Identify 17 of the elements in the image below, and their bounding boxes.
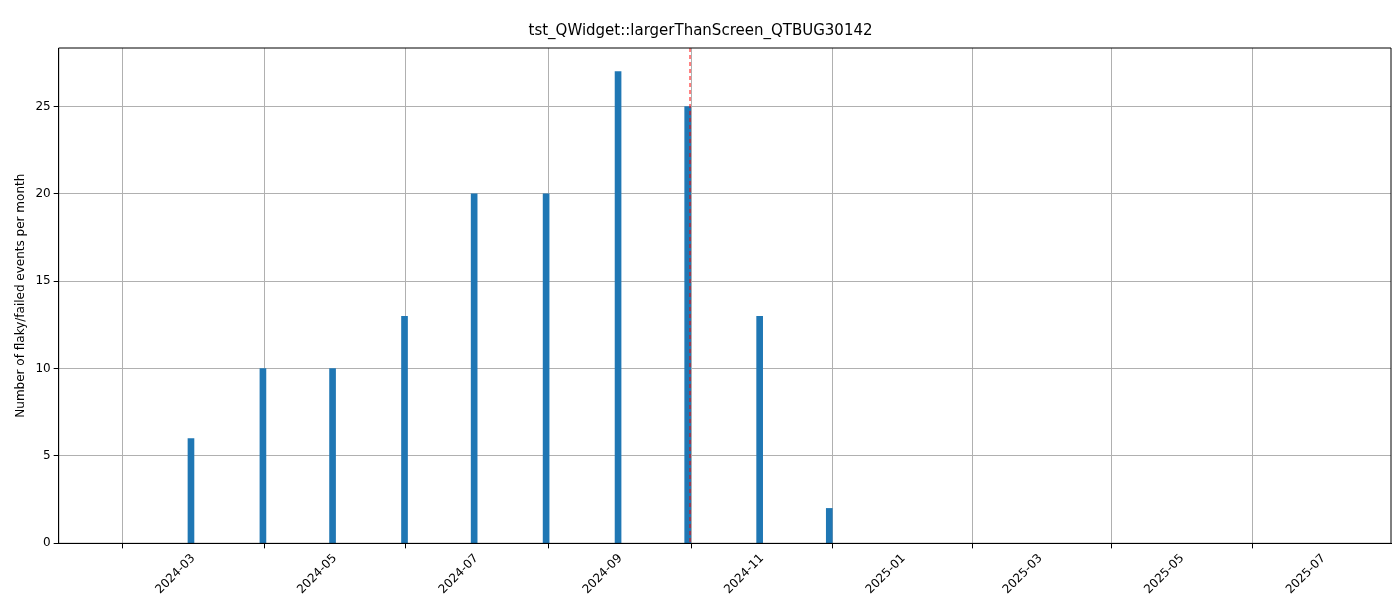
y-tick-label: 0 [43, 535, 51, 550]
bar [756, 315, 763, 544]
y-axis-title: Number of flaky/failed events per month [13, 173, 28, 418]
y-tick-label: 25 [35, 98, 51, 113]
bar [614, 71, 622, 544]
chart-title: tst_QWidget::largerThanScreen_QTBUG30142 [528, 20, 873, 40]
y-tick-label: 10 [35, 360, 51, 375]
bar [825, 508, 833, 544]
bar [187, 438, 195, 544]
bar [401, 315, 408, 544]
bar [542, 193, 550, 544]
bar [329, 368, 336, 544]
y-tick-label: 15 [35, 273, 51, 288]
bar [470, 193, 478, 544]
y-tick-label: 20 [35, 186, 51, 201]
bar [259, 368, 267, 544]
y-tick-label: 5 [43, 448, 51, 463]
